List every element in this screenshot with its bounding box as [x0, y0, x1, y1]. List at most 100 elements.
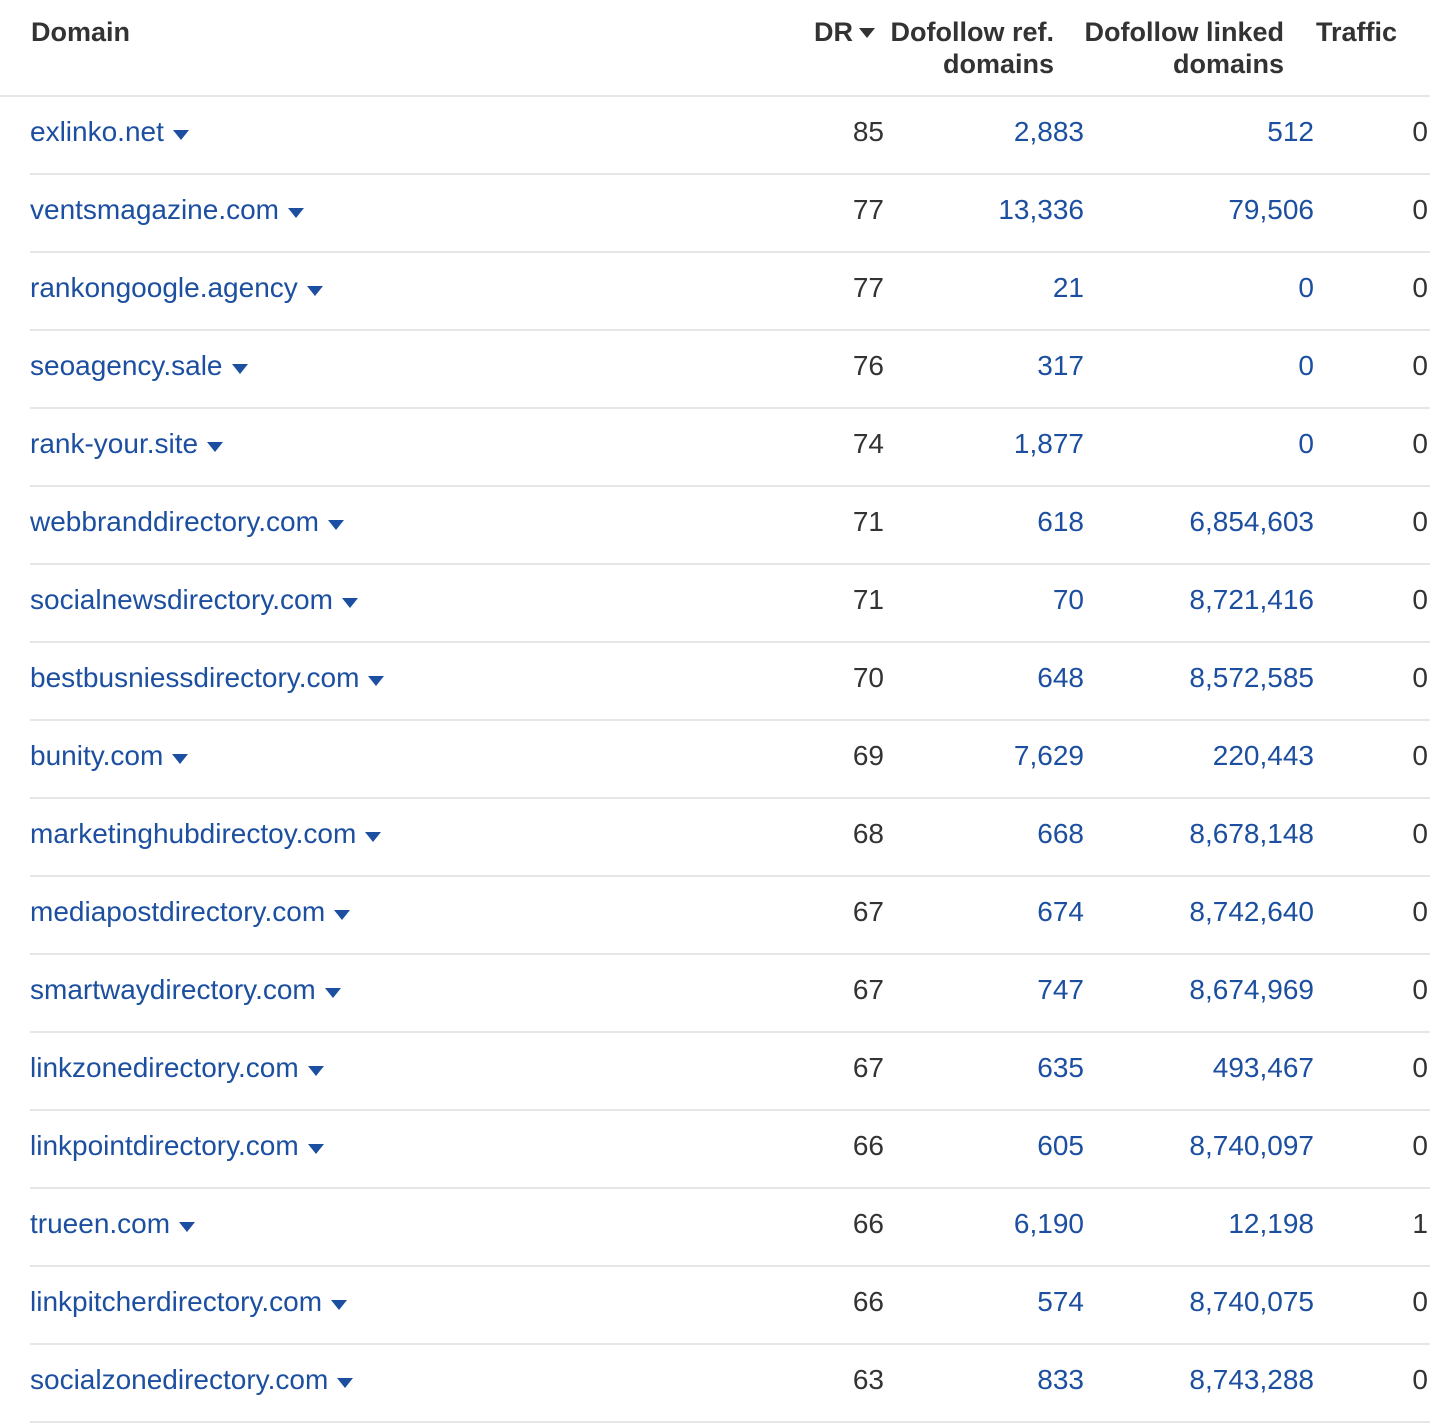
dofollow-linked-domains-link[interactable]: 6,854,603: [1189, 506, 1314, 537]
domain-cell: rankongoogle.agency: [30, 253, 323, 323]
domain-link[interactable]: smartwaydirectory.com: [30, 974, 316, 1005]
dofollow-ref-domains-link[interactable]: 70: [1052, 584, 1084, 615]
chevron-down-icon[interactable]: [307, 1144, 324, 1154]
dofollow-ref-domains-link[interactable]: 648: [1037, 662, 1084, 693]
chevron-down-icon[interactable]: [307, 1066, 324, 1076]
chevron-down-icon[interactable]: [172, 754, 189, 764]
chevron-down-icon[interactable]: [337, 1378, 354, 1388]
domain-link[interactable]: socialzonedirectory.com: [30, 1364, 329, 1395]
dr-value: 63: [852, 1364, 884, 1395]
dr-value: 76: [852, 350, 884, 381]
table-row: mediapostdirectory.com 67 674 8,742,640 0: [30, 877, 1430, 955]
column-header-dr-label: DR: [814, 17, 853, 47]
dofollow-ref-domains-link[interactable]: 674: [1037, 896, 1084, 927]
domain-link[interactable]: webbranddirectory.com: [30, 506, 319, 537]
chevron-down-icon[interactable]: [324, 988, 341, 998]
chevron-down-icon[interactable]: [179, 1222, 196, 1232]
dofollow-ref-domains-link[interactable]: 618: [1037, 506, 1084, 537]
dofollow-linked-domains-link[interactable]: 8,742,640: [1189, 896, 1314, 927]
domain-link[interactable]: linkpointdirectory.com: [30, 1130, 299, 1161]
dofollow-ref-domains-link[interactable]: 635: [1037, 1052, 1084, 1083]
dofollow-ref-domains-link[interactable]: 574: [1037, 1286, 1084, 1317]
domain-link[interactable]: rank-your.site: [30, 428, 199, 459]
domain-cell: linkpitcherdirectory.com: [30, 1267, 348, 1337]
table-row: linkpointdirectory.com 66 605 8,740,097 0: [30, 1111, 1430, 1189]
domain-link[interactable]: seoagency.sale: [30, 350, 223, 381]
domain-cell: bunity.com: [30, 721, 189, 791]
chevron-down-icon[interactable]: [306, 286, 323, 296]
dofollow-linked-domains-link[interactable]: 512: [1267, 116, 1314, 147]
dofollow-ref-domains-link[interactable]: 13,336: [998, 194, 1084, 225]
domain-link[interactable]: trueen.com: [30, 1208, 171, 1239]
domain-link[interactable]: mediapostdirectory.com: [30, 896, 326, 927]
domain-link[interactable]: bestbusniessdirectory.com: [30, 662, 360, 693]
dofollow-linked-domains-link[interactable]: 12,198: [1228, 1208, 1314, 1239]
dofollow-linked-domains-link[interactable]: 8,678,148: [1189, 818, 1314, 849]
dofollow-linked-domains-link[interactable]: 220,443: [1212, 740, 1314, 771]
traffic-value: 0: [1412, 740, 1428, 771]
dofollow-linked-domains-link[interactable]: 8,740,097: [1189, 1130, 1314, 1161]
chevron-down-icon[interactable]: [231, 364, 248, 374]
dofollow-ref-domains-link[interactable]: 317: [1037, 350, 1084, 381]
domain-link[interactable]: ventsmagazine.com: [30, 194, 280, 225]
chevron-down-icon[interactable]: [207, 442, 224, 452]
dofollow-linked-domains-link[interactable]: 493,467: [1212, 1052, 1314, 1083]
dr-value: 69: [852, 740, 884, 771]
table-row: rank-your.site 74 1,877 0 0: [30, 409, 1430, 487]
domain-cell: socialnewsdirectory.com: [30, 565, 358, 635]
column-header-traffic[interactable]: Traffic: [1315, 17, 1397, 47]
chevron-down-icon[interactable]: [288, 208, 305, 218]
dofollow-linked-domains-link[interactable]: 8,743,288: [1189, 1364, 1314, 1395]
dofollow-linked-domains-link[interactable]: 8,740,075: [1189, 1286, 1314, 1317]
domain-link[interactable]: marketinghubdirectoy.com: [30, 818, 357, 849]
column-header-dofollow-linked-domains[interactable]: Dofollow linked domains: [1085, 16, 1285, 80]
domain-link[interactable]: bunity.com: [30, 740, 164, 771]
domain-cell: smartwaydirectory.com: [30, 955, 341, 1025]
dofollow-ref-domains-link[interactable]: 605: [1037, 1130, 1084, 1161]
dofollow-linked-domains-link[interactable]: 0: [1298, 350, 1314, 381]
dofollow-ref-domains-link[interactable]: 7,629: [1013, 740, 1084, 771]
chevron-down-icon[interactable]: [331, 1300, 348, 1310]
chevron-down-icon[interactable]: [327, 520, 344, 530]
domain-cell: rank-your.site: [30, 409, 224, 479]
chevron-down-icon[interactable]: [341, 598, 358, 608]
dofollow-linked-domains-link[interactable]: 0: [1298, 272, 1314, 303]
dofollow-ref-domains-link[interactable]: 2,883: [1013, 116, 1084, 147]
dofollow-ref-domains-link[interactable]: 747: [1037, 974, 1084, 1005]
dofollow-linked-domains-link[interactable]: 8,572,585: [1189, 662, 1314, 693]
table-row: exlinko.net 85 2,883 512 0: [30, 97, 1430, 175]
dofollow-linked-domains-link[interactable]: 79,506: [1228, 194, 1314, 225]
dofollow-linked-domains-link[interactable]: 8,674,969: [1189, 974, 1314, 1005]
chevron-down-icon[interactable]: [334, 910, 351, 920]
table-row: socialzonedirectory.com 63 833 8,743,288 0: [30, 1345, 1430, 1423]
dr-value: 77: [852, 272, 884, 303]
table-row: seoagency.sale 76 317 0 0: [30, 331, 1430, 409]
sort-descending-icon: [859, 28, 875, 38]
dr-value: 77: [852, 194, 884, 225]
dofollow-linked-domains-link[interactable]: 0: [1298, 428, 1314, 459]
domain-link[interactable]: exlinko.net: [30, 116, 164, 147]
column-header-domain[interactable]: Domain: [31, 17, 131, 47]
chevron-down-icon[interactable]: [172, 130, 189, 140]
column-header-dofollow-ref-domains[interactable]: Dofollow ref. domains: [891, 16, 1055, 80]
dofollow-ref-domains-link[interactable]: 1,877: [1013, 428, 1084, 459]
column-header-dofollow-linked-line2: domains: [1172, 49, 1284, 79]
dofollow-linked-domains-link[interactable]: 8,721,416: [1189, 584, 1314, 615]
dr-value: 66: [852, 1130, 884, 1161]
dofollow-ref-domains-link[interactable]: 833: [1037, 1364, 1084, 1395]
dr-value: 68: [852, 818, 884, 849]
column-header-dr[interactable]: DR: [814, 16, 875, 48]
domain-link[interactable]: rankongoogle.agency: [30, 272, 298, 303]
domain-cell: marketinghubdirectoy.com: [30, 799, 382, 869]
domain-link[interactable]: linkpitcherdirectory.com: [30, 1286, 323, 1317]
dofollow-ref-domains-link[interactable]: 21: [1052, 272, 1084, 303]
chevron-down-icon[interactable]: [365, 832, 382, 842]
domain-link[interactable]: socialnewsdirectory.com: [30, 584, 333, 615]
table-row: webbranddirectory.com 71 618 6,854,603 0: [30, 487, 1430, 565]
dofollow-ref-domains-link[interactable]: 668: [1037, 818, 1084, 849]
dofollow-ref-domains-link[interactable]: 6,190: [1013, 1208, 1084, 1239]
domain-link[interactable]: linkzonedirectory.com: [30, 1052, 299, 1083]
table-header: Domain DR Dofollow ref. domains Dofollow…: [0, 0, 1430, 97]
chevron-down-icon[interactable]: [368, 676, 385, 686]
domain-cell: exlinko.net: [30, 97, 189, 167]
